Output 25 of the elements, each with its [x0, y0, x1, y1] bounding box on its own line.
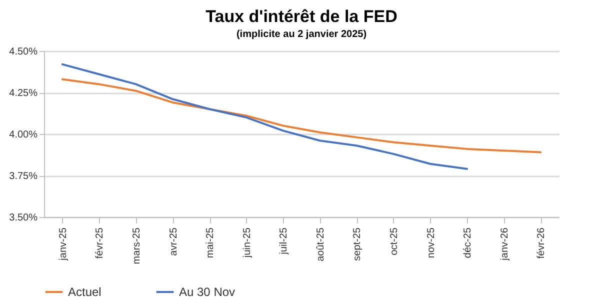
x-tick-label: janv-26 — [499, 227, 510, 262]
x-tick-label: nov-25 — [426, 227, 437, 258]
x-tick-label: juin-25 — [242, 227, 253, 259]
y-tick-label: 3.75% — [9, 171, 38, 182]
x-tick-label: déc-25 — [462, 227, 474, 258]
chart-subtitle: (implicite au 2 janvier 2025) — [236, 29, 367, 40]
x-tick-label: mai-25 — [205, 227, 216, 258]
x-tick-label: févr-25 — [94, 227, 106, 259]
x-tick-label: oct-25 — [388, 227, 400, 256]
y-tick-label: 4.00% — [9, 130, 38, 140]
line-series — [61, 63, 468, 170]
chart-title: Taux d'intérêt de la FED — [206, 7, 398, 26]
x-tick-label: juil-25 — [278, 227, 290, 256]
y-tick-label: 4.50% — [9, 46, 38, 58]
legend-label: Au 30 Nov — [179, 285, 236, 299]
x-tick-label: févr-26 — [536, 227, 548, 259]
x-tick-label: janv-25 — [58, 227, 69, 262]
x-tick-label: août-25 — [315, 227, 326, 262]
y-tick-label: 3.50% — [9, 212, 38, 224]
y-tick-label: 4.25% — [9, 88, 38, 99]
x-tick-label: avr-25 — [168, 227, 180, 256]
legend-label: Actuel — [68, 285, 102, 299]
x-tick-label: sept-25 — [352, 227, 364, 261]
x-tick-label: mars-25 — [131, 227, 142, 264]
line-series — [61, 78, 542, 154]
